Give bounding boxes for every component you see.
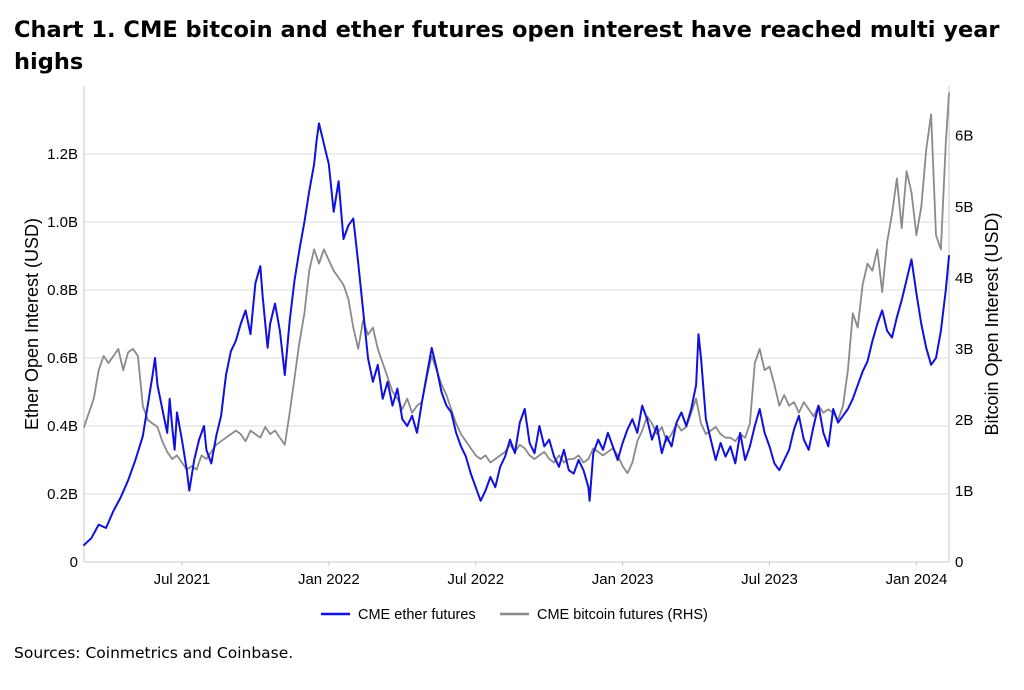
legend-label-bitcoin: CME bitcoin futures (RHS) xyxy=(537,607,708,623)
gridlines xyxy=(84,153,949,495)
x-tick-label: Jul 2021 xyxy=(154,571,211,588)
series-layer xyxy=(83,92,950,546)
legend: CME ether futures CME bitcoin futures (R… xyxy=(321,607,708,623)
y-right-tick-label: 6B xyxy=(955,128,973,145)
y-left-tick-label: 0 xyxy=(70,554,78,571)
y-left-tick-label: 0.6B xyxy=(47,350,78,367)
x-tick-label: Jan 2024 xyxy=(886,571,948,588)
x-tick-label: Jan 2023 xyxy=(592,571,654,588)
y-right-tick-label: 5B xyxy=(955,199,973,216)
y-axis-left-label: Ether Open Interest (USD) xyxy=(22,218,42,430)
chart-title: Chart 1. CME bitcoin and ether futures o… xyxy=(14,17,1000,75)
chart: 00.2B0.4B0.6B0.8B1.0B1.2B 01B2B3B4B5B6B … xyxy=(22,86,1002,623)
y-left-tick-label: 0.2B xyxy=(47,486,78,503)
x-tick-labels: Jul 2021 Jan 2022 Jul 2022 Jan 2023 Jul 2023… xyxy=(154,562,948,588)
legend-label-ether: CME ether futures xyxy=(358,607,476,623)
source-note: Sources: Coinmetrics and Coinbase. xyxy=(14,644,294,662)
y-left-tick-labels: 0 0.2B 0.4B 0.6B 0.8B 1.0B 1.2B xyxy=(47,146,78,571)
y-right-tick-label: 0 xyxy=(955,554,963,571)
y-left-tick-label: 0.8B xyxy=(47,282,78,299)
y-right-tick-label: 1B xyxy=(955,483,973,500)
y-axis-right-label: Bitcoin Open Interest (USD) xyxy=(982,212,1002,435)
x-tick-label: Jul 2023 xyxy=(741,571,798,588)
y-right-tick-labels: 0 1B 2B 3B 4B 5B 6B xyxy=(955,128,973,571)
y-right-tick-label: 2B xyxy=(955,412,973,429)
y-right-tick-label: 3B xyxy=(955,341,973,358)
y-left-tick-label: 1.2B xyxy=(47,146,78,163)
y-right-tick-label: 4B xyxy=(955,270,973,287)
series-line-bitcoin xyxy=(83,92,950,475)
x-tick-label: Jan 2022 xyxy=(298,571,360,588)
y-left-tick-label: 1.0B xyxy=(47,214,78,231)
x-tick-label: Jul 2022 xyxy=(447,571,504,588)
series-line-ether xyxy=(83,122,950,546)
y-left-tick-label: 0.4B xyxy=(47,418,78,435)
